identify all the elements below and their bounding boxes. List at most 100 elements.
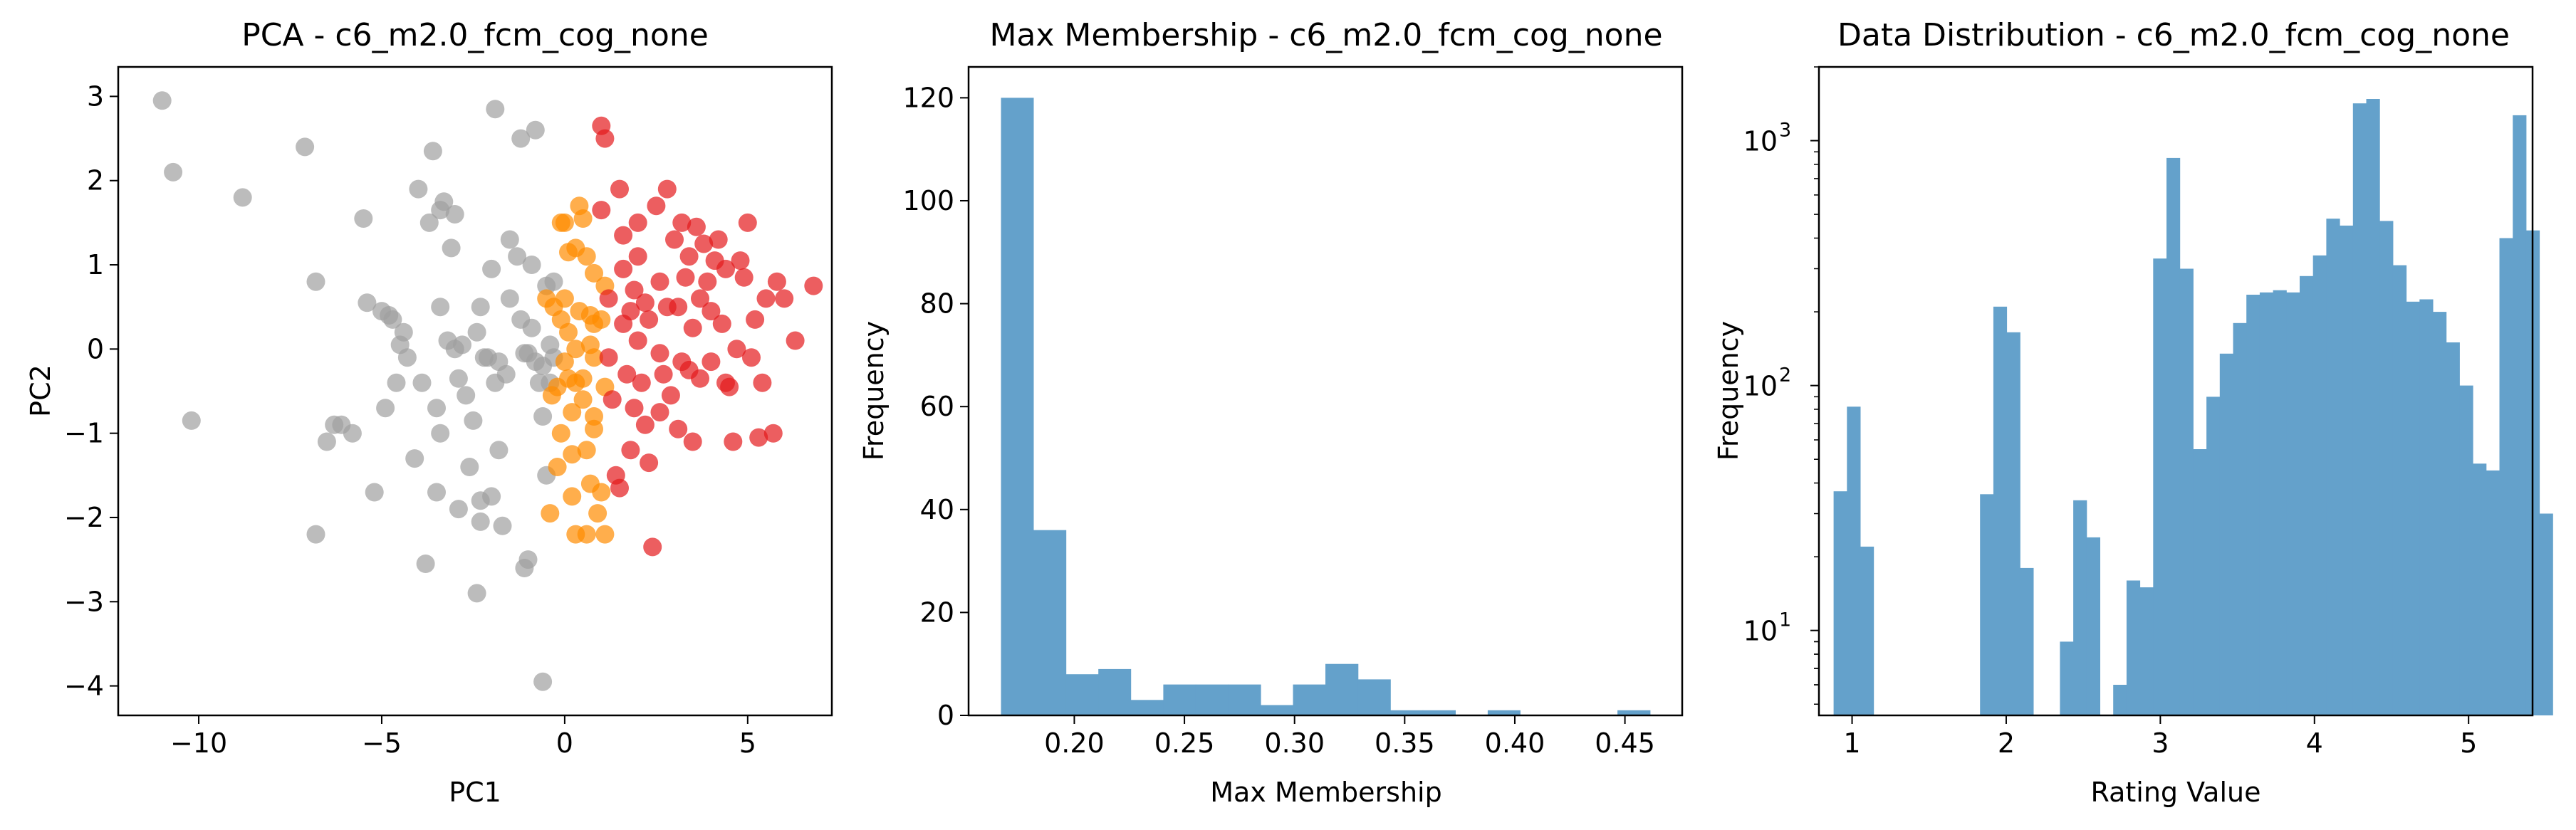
pca-point [753,373,772,392]
pca-point [548,458,567,476]
pca-point [702,302,721,321]
pca-y-tick-label: 1 [87,249,104,280]
rating-bar [2206,396,2221,715]
membership-bar [1487,710,1521,715]
rating-bar [2086,537,2100,715]
pca-point [457,386,476,405]
pca-point [365,483,384,502]
rating-y-tick-exponent: 2 [1779,364,1791,387]
pca-point [650,403,669,422]
pca-point [486,100,505,119]
pca-point [625,399,644,418]
pca-point [233,188,252,207]
rating-bar [2366,99,2380,715]
pca-point [482,259,501,278]
rating-y-tick-exponent: 1 [1779,609,1791,631]
pca-y-label: PC2 [25,364,56,417]
pca-x-label: PC1 [449,777,501,808]
pca-point [716,373,735,392]
pca-point [449,500,468,519]
pca-point [416,555,435,573]
membership-y-ticks: 0 20 40 60 80 100 120 [902,82,969,731]
pca-scatter-panel: PCA - c6_m2.0_fcm_cog_none −10 −5 0 5 −4−3−… [25,17,833,808]
pca-point [640,310,659,329]
rating-bar [2259,292,2274,715]
pca-point [376,399,395,418]
rating-x-label: Rating Value [2091,777,2261,808]
membership-y-tick-label: 20 [920,597,954,628]
pca-point [566,340,585,359]
pca-title: PCA - c6_m2.0_fcm_cog_none [241,17,709,53]
pca-point [669,298,688,317]
membership-bar [1098,668,1132,715]
rating-bar [2326,219,2340,715]
pca-point [727,340,746,359]
pca-point [354,209,373,228]
pca-y-tick-label: 2 [87,165,104,196]
pca-point [522,318,541,337]
rating-x-tick-label: 3 [2152,727,2169,759]
pca-point [650,344,669,363]
pca-point [306,272,325,291]
pca-point [573,390,593,409]
pca-point [296,137,315,157]
pca-point [471,298,490,317]
pca-point [672,213,692,232]
pca-x-tick-label: 0 [556,727,573,759]
rating-bar [2219,353,2233,715]
rating-bar [2312,255,2327,715]
pca-point [702,352,721,372]
pca-x-ticks: −10 −5 0 5 [170,715,756,759]
pca-point [467,322,486,342]
pca-points [152,91,823,691]
pca-point [573,209,593,228]
pca-point [786,331,805,350]
pca-point [756,289,776,308]
pca-x-tick-label: −5 [362,727,402,759]
pca-point [511,129,531,148]
rating-bar [2020,567,2034,715]
pca-point [650,272,669,291]
pca-point [471,512,490,531]
pca-point [580,306,600,325]
membership-bar [1293,684,1326,715]
pca-point [533,672,553,691]
rating-y-tick-label: 10 [1743,371,1778,402]
rating-bar [2392,265,2407,716]
pca-point [683,318,702,337]
pca-point [460,458,479,476]
rating-bar [1860,546,1874,715]
pca-point [592,201,611,220]
rating-bar [2459,385,2473,715]
pca-point [555,213,574,232]
pca-point [599,348,618,367]
rating-y-tick-exponent: 3 [1779,120,1791,142]
membership-bar [1422,710,1456,715]
pca-point [559,322,578,342]
pca-point [654,364,673,384]
membership-plot-frame [967,65,1684,717]
pca-point [182,411,201,430]
pca-y-ticks: −4 −3 −2 −1 0 1 2 3 [64,80,118,702]
rating-y-label: Frequency [1713,321,1744,461]
pca-point [734,268,753,287]
pca-point [621,441,640,460]
pca-point [555,352,574,372]
pca-point [665,230,684,249]
rating-bar [2406,301,2420,715]
pca-point [152,91,172,110]
pca-point [427,399,446,418]
rating-bar [2153,258,2167,715]
pca-point [508,247,527,266]
pca-point [635,293,655,312]
pca-point [573,369,593,388]
pca-point [661,386,680,405]
membership-y-tick-label: 40 [920,494,954,525]
pca-point [449,369,468,388]
membership-histogram-panel: Max Membership - c6_m2.0_fcm_cog_none 0.… [858,17,1684,808]
membership-y-tick-label: 80 [920,288,954,320]
pca-point [464,411,483,430]
pca-point [746,310,765,329]
pca-point [419,213,439,232]
membership-y-tick-label: 100 [902,185,954,216]
